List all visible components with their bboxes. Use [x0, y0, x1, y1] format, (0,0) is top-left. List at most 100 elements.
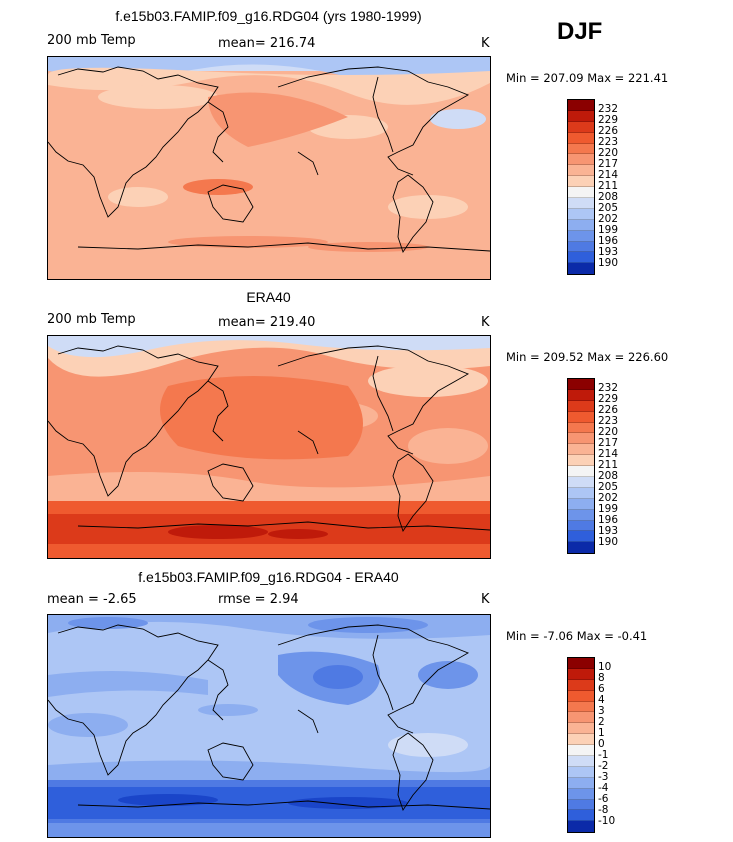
tick-label: 10: [598, 661, 612, 673]
cbar-seg: [568, 658, 594, 669]
tick-label: 223: [598, 415, 619, 427]
cbar-seg: [568, 100, 594, 111]
cbar-seg: [568, 208, 594, 220]
cbar-seg: [568, 411, 594, 423]
tick-label: 190: [598, 536, 619, 548]
cbar-seg: [568, 110, 594, 122]
cbar-seg: [568, 668, 594, 680]
panel-2-unit-label: K: [481, 315, 490, 330]
cbar-seg: [568, 176, 594, 188]
panel-2-colorbar: [567, 378, 595, 554]
tick-label: 232: [598, 103, 619, 115]
panel-1-field-label: 200 mb Temp: [47, 33, 136, 48]
panel-1-title: f.e15b03.FAMIP.f09_g16.RDG04 (yrs 1980-1…: [115, 8, 422, 24]
cbar-seg: [568, 455, 594, 467]
tick-label: -3: [598, 771, 609, 783]
panel-1-unit-label: K: [481, 36, 490, 51]
tick-label: 226: [598, 125, 619, 137]
tick-label: 226: [598, 404, 619, 416]
tick-label: 217: [598, 158, 619, 170]
cbar-seg: [568, 422, 594, 434]
cbar-seg: [568, 690, 594, 702]
panel-1-colorbar: [567, 99, 595, 275]
tick-label: 199: [598, 503, 619, 515]
tick-label: -8: [598, 804, 609, 816]
panel-2-minmax: Min = 209.52 Max = 226.60: [506, 350, 669, 364]
cbar-seg: [568, 154, 594, 166]
tick-label: 205: [598, 481, 619, 493]
tick-label: 208: [598, 470, 619, 482]
cbar-seg: [568, 799, 594, 811]
season-label: DJF: [557, 18, 603, 45]
tick-label: -6: [598, 793, 609, 805]
cbar-seg: [568, 477, 594, 488]
tick-label: 3: [598, 705, 605, 717]
tick-label: 220: [598, 426, 619, 438]
tick-label: 1: [598, 727, 605, 739]
cbar-seg: [568, 466, 594, 478]
tick-label: 232: [598, 382, 619, 394]
cbar-seg: [568, 723, 594, 735]
cbar-seg: [568, 379, 594, 390]
panel-1-map: [47, 56, 491, 280]
cbar-seg: [568, 810, 594, 822]
cbar-seg: [568, 821, 594, 833]
panel-2-map-svg: [48, 336, 490, 558]
cbar-seg: [568, 788, 594, 800]
panel-3-colorbar: [567, 657, 595, 833]
panel-3-rmse-label: rmse = 2.94: [218, 592, 299, 607]
cbar-seg: [568, 734, 594, 746]
panel-3-map: [47, 614, 491, 838]
panel-3-map-svg: [48, 615, 490, 837]
tick-label: 8: [598, 672, 605, 684]
cbar-seg: [568, 679, 594, 691]
cbar-seg: [568, 777, 594, 789]
tick-label: 229: [598, 114, 619, 126]
tick-label: -4: [598, 782, 609, 794]
tick-label: 4: [598, 694, 605, 706]
cbar-seg: [568, 400, 594, 412]
cbar-seg: [568, 132, 594, 144]
cbar-seg: [568, 712, 594, 724]
tick-label: 217: [598, 437, 619, 449]
tick-label: -1: [598, 749, 609, 761]
tick-label: 211: [598, 459, 619, 471]
tick-label: 214: [598, 169, 619, 181]
cbar-seg: [568, 165, 594, 177]
cbar-seg: [568, 444, 594, 456]
panel-2-field-label: 200 mb Temp: [47, 312, 136, 327]
panel-3-title: f.e15b03.FAMIP.f09_g16.RDG04 - ERA40: [138, 569, 399, 585]
cbar-seg: [568, 219, 594, 231]
cbar-seg: [568, 389, 594, 401]
tick-label: 208: [598, 191, 619, 203]
cbar-seg: [568, 143, 594, 155]
cbar-seg: [568, 487, 594, 499]
panel-2-mean-label: mean= 219.40: [218, 315, 316, 330]
tick-label: 199: [598, 224, 619, 236]
panel-1-map-svg: [48, 57, 490, 279]
panel-3-unit-label: K: [481, 592, 490, 607]
panel-3-colorbar-ticks: 10 8 6 4 3 2 1 0 -1 -2 -3 -4 -6 -8 -10: [598, 662, 615, 827]
tick-label: 6: [598, 683, 605, 695]
tick-label: 193: [598, 246, 619, 258]
tick-label: 202: [598, 492, 619, 504]
tick-label: 0: [598, 738, 605, 750]
tick-label: 229: [598, 393, 619, 405]
tick-label: 190: [598, 257, 619, 269]
tick-label: 202: [598, 213, 619, 225]
tick-label: 211: [598, 180, 619, 192]
cbar-seg: [568, 745, 594, 757]
cbar-seg: [568, 198, 594, 209]
cbar-seg: [568, 531, 594, 543]
tick-label: 223: [598, 136, 619, 148]
cbar-seg: [568, 187, 594, 199]
cbar-seg: [568, 241, 594, 253]
cbar-seg: [568, 498, 594, 510]
tick-label: 220: [598, 147, 619, 159]
panel-1-mean-label: mean= 216.74: [218, 36, 316, 51]
cbar-seg: [568, 520, 594, 532]
cbar-seg: [568, 252, 594, 264]
cbar-seg: [568, 263, 594, 275]
panel-3-minmax: Min = -7.06 Max = -0.41: [506, 629, 648, 643]
panel-1-colorbar-ticks: 232 229 226 223 220 217 214 211 208 205 …: [598, 104, 618, 269]
